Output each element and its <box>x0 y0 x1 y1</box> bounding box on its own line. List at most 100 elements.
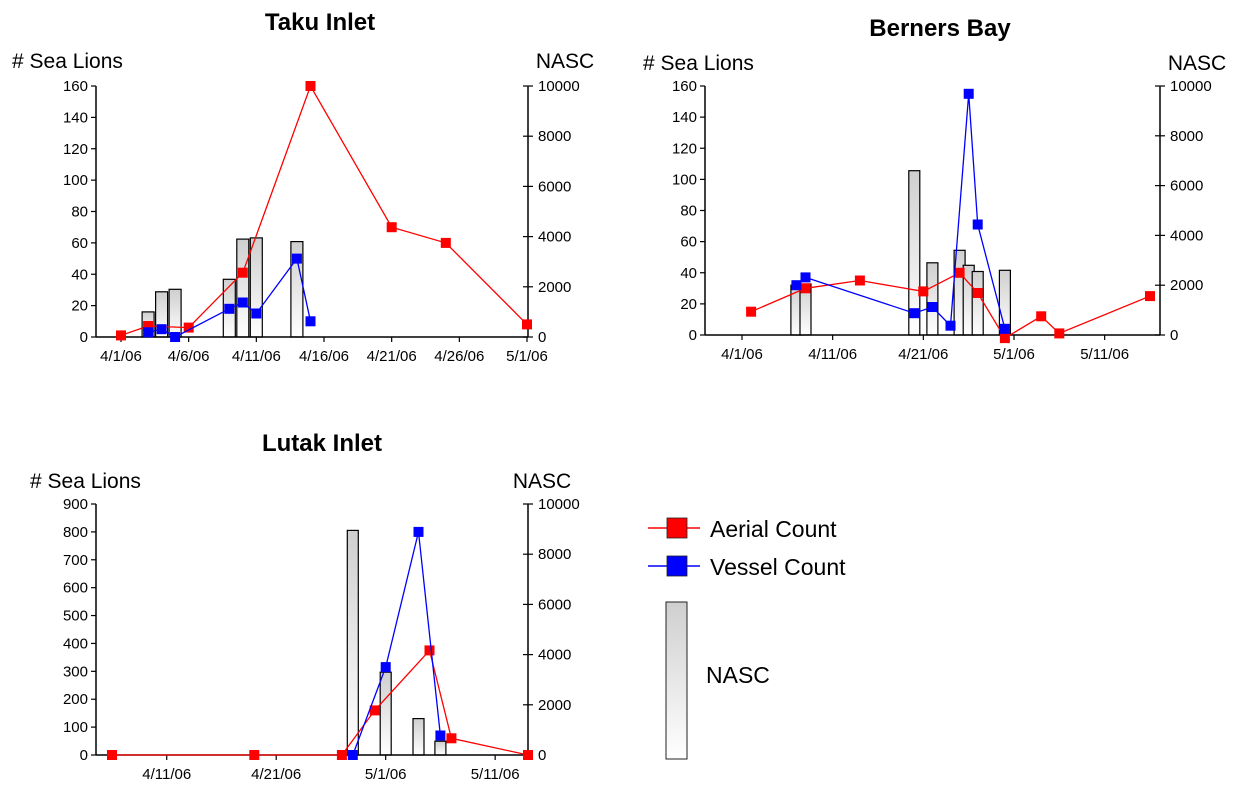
legend-item-vessel: Vessel Count <box>648 554 846 580</box>
vessel-count-point <box>224 303 235 314</box>
y-left-tick-label: 600 <box>63 580 88 597</box>
x-tick-label: 4/21/06 <box>898 346 948 363</box>
x-tick-label: 4/1/06 <box>100 348 142 365</box>
y-right-tick-label: 0 <box>1170 327 1178 344</box>
y-left-tick-label: 80 <box>71 204 88 221</box>
aerial-count-point <box>183 322 194 333</box>
vessel-count-point <box>237 297 248 308</box>
legend-vessel-label: Vessel Count <box>710 554 846 580</box>
legend-item-nasc: NASC <box>665 601 770 760</box>
nasc-bar <box>926 262 939 336</box>
aerial-count-point <box>954 267 965 278</box>
y-right-tick-label: 0 <box>538 329 546 346</box>
y-right-tick-label: 8000 <box>538 546 571 563</box>
aerial-count-point <box>336 750 347 760</box>
x-tick-label: 4/11/06 <box>232 348 281 365</box>
aerial-count-line <box>120 84 528 337</box>
nasc-bar <box>412 717 425 756</box>
y-right-tick-label: 4000 <box>538 229 571 246</box>
nasc-bar <box>236 238 250 338</box>
y-left-tick-label: 500 <box>63 608 88 625</box>
y-right-tick-label: 4000 <box>1170 227 1203 244</box>
y-left-tick-label: 100 <box>672 171 697 188</box>
vessel-count-point <box>927 302 938 312</box>
y-right-tick-label: 6000 <box>538 178 571 195</box>
y-right-tick-label: 2000 <box>538 697 571 714</box>
y-right-tick-label: 8000 <box>1170 128 1203 145</box>
x-tick-label: 4/6/06 <box>168 348 210 365</box>
aerial-count-point <box>249 750 260 760</box>
y-left-tick-label: 160 <box>63 78 88 95</box>
y-axis-left-title: # Sea Lions <box>643 52 754 75</box>
aerial-count-point <box>1145 291 1155 302</box>
x-tick-label: 5/11/06 <box>471 766 520 783</box>
y-left-tick-label: 120 <box>672 140 697 157</box>
aerial-count-point <box>237 267 248 278</box>
vessel-count-point <box>305 316 316 327</box>
vessel-count-point <box>170 332 181 342</box>
vessel-count-point <box>972 219 983 230</box>
y-left-tick-label: 400 <box>63 635 88 652</box>
vessel-count-line <box>795 93 1006 329</box>
chart-berners-bay: Berners Bay # Sea Lions NASC 0 20 40 60 80 100 12… <box>643 15 1226 363</box>
aerial-count-point <box>424 645 435 656</box>
aerial-count-point <box>918 286 929 297</box>
legend-aerial-marker <box>666 517 688 539</box>
aerial-count-line <box>750 271 1151 339</box>
y-axis-right-title: NASC <box>513 470 571 493</box>
y-right-tick-label: 4000 <box>538 647 571 664</box>
legend: Aerial Count Vessel Count NASC <box>648 516 846 760</box>
aerial-count-point <box>1036 311 1047 322</box>
aerial-count-point <box>143 321 154 331</box>
vessel-count-line <box>352 531 442 756</box>
vessel-count-point <box>413 526 424 537</box>
legend-item-aerial: Aerial Count <box>648 516 837 542</box>
nasc-bar <box>379 671 392 756</box>
aerial-count-point <box>305 81 316 91</box>
vessel-count-point <box>347 750 358 760</box>
nasc-bar <box>249 237 263 338</box>
chart-taku-inlet: Taku Inlet # Sea Lions NASC 0 20 40 60 80 100 120… <box>12 9 594 365</box>
x-tick-label: 4/21/06 <box>251 766 301 783</box>
y-right-tick-label: 10000 <box>538 78 580 95</box>
nasc-bar <box>434 740 447 756</box>
y-left-tick-label: 60 <box>71 235 88 252</box>
y-right-tick-label: 8000 <box>538 128 571 145</box>
y-left-tick-label: 20 <box>71 298 88 315</box>
chart-title: Taku Inlet <box>265 9 375 36</box>
x-tick-label: 5/1/06 <box>506 348 548 365</box>
y-right-tick-label: 2000 <box>538 279 571 296</box>
aerial-count-point <box>107 750 117 760</box>
vessel-count-point <box>963 88 974 99</box>
y-right-tick-label: 6000 <box>538 596 571 613</box>
y-axis-right-title: NASC <box>536 50 594 73</box>
vessel-count-point <box>143 327 154 338</box>
y-left-tick-label: 0 <box>80 329 88 346</box>
chart-title: Berners Bay <box>869 15 1011 42</box>
vessel-count-point <box>791 280 802 291</box>
y-left-tick-label: 60 <box>680 234 697 251</box>
vessel-count-point <box>251 308 262 319</box>
nasc-bar <box>971 270 984 336</box>
aerial-count-point <box>446 733 457 744</box>
aerial-count-point <box>523 750 533 760</box>
aerial-count-point <box>440 237 451 248</box>
y-left-tick-label: 700 <box>63 552 88 569</box>
vessel-count-point <box>945 320 956 331</box>
aerial-count-point <box>746 306 757 317</box>
x-tick-label: 4/16/06 <box>299 348 349 365</box>
aerial-count-point <box>522 319 532 330</box>
vessel-count-point <box>380 662 391 673</box>
y-right-tick-label: 6000 <box>1170 178 1203 195</box>
y-left-tick-label: 20 <box>680 296 697 313</box>
y-left-tick-label: 100 <box>63 172 88 189</box>
x-tick-label: 4/21/06 <box>367 348 417 365</box>
vessel-count-point <box>800 272 811 283</box>
nasc-bar <box>346 529 359 756</box>
y-right-tick-label: 10000 <box>1170 78 1212 95</box>
y-left-tick-label: 300 <box>63 663 88 680</box>
y-left-tick-label: 160 <box>672 78 697 95</box>
y-left-tick-label: 800 <box>63 524 88 541</box>
aerial-count-point <box>386 222 397 233</box>
x-tick-label: 4/1/06 <box>721 346 763 363</box>
